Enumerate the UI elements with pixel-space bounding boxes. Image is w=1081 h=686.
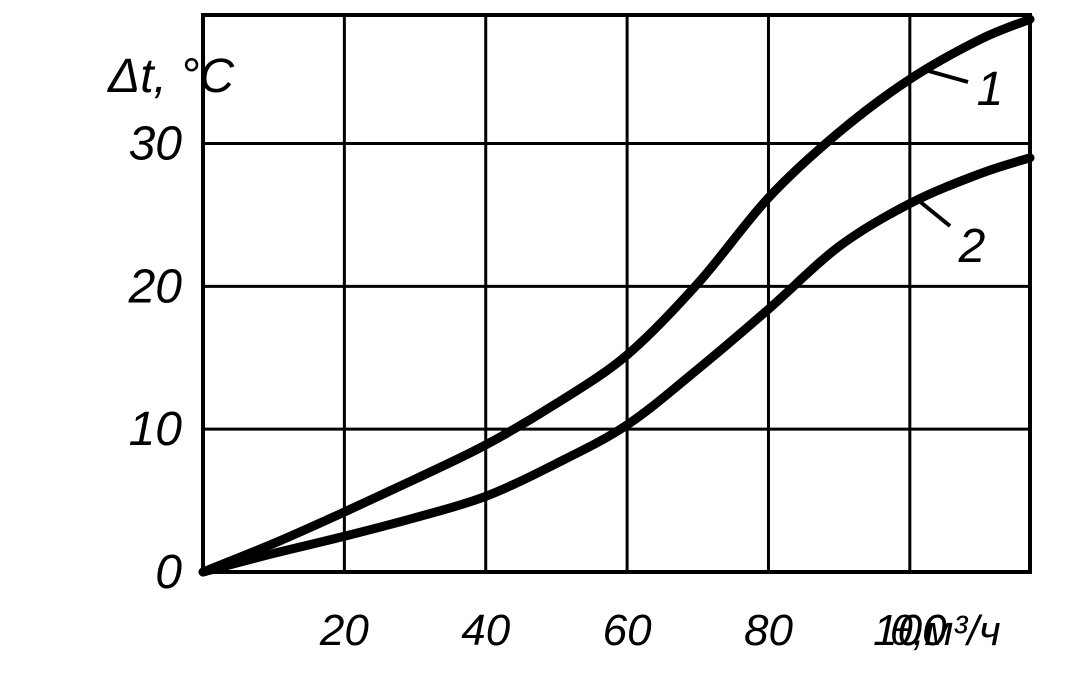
series-2-label: 2 xyxy=(958,220,986,273)
series-1-line xyxy=(198,14,1035,577)
series-1-leader xyxy=(924,68,969,84)
x-axis-label: θ,м³/ч xyxy=(890,607,1001,654)
plot-border xyxy=(201,13,1032,574)
x-tick-label: 100 xyxy=(873,606,947,655)
series-layer: 12 xyxy=(198,14,1035,577)
y-tick-label: 20 xyxy=(128,260,183,313)
x-tick-label: 60 xyxy=(603,606,652,655)
x-tick-label: 20 xyxy=(319,606,369,655)
series-2-leader xyxy=(916,198,952,228)
x-tick-label: 40 xyxy=(461,606,510,655)
y-axis-label: Δt, °C xyxy=(107,50,234,103)
y-tick-label: 10 xyxy=(129,403,183,456)
plot-frame xyxy=(201,13,1032,574)
series-2-line xyxy=(198,153,1035,577)
series-1-label: 1 xyxy=(977,63,1004,116)
y-tick-label: 0 xyxy=(155,546,182,599)
y-tick-label: 30 xyxy=(129,118,183,171)
tick-labels: 20 40 60 80 100 0 10 20 30 xyxy=(128,118,947,655)
x-tick-label: 80 xyxy=(744,606,793,655)
grid xyxy=(203,15,1030,572)
